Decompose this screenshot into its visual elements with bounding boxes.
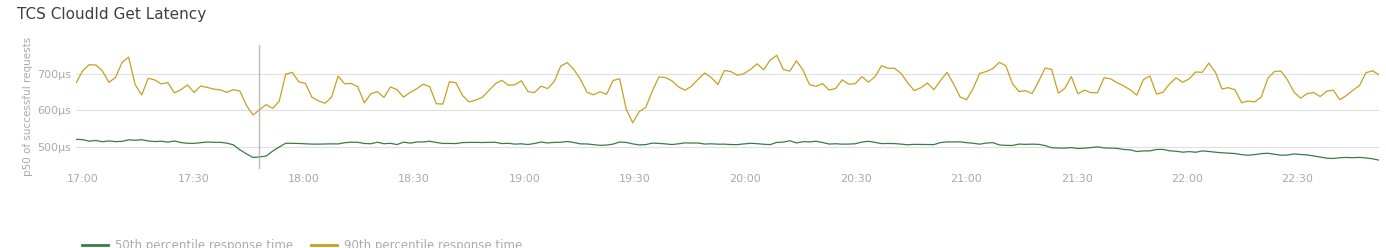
Text: TCS CloudId Get Latency: TCS CloudId Get Latency: [17, 7, 207, 22]
Y-axis label: p50 of successful requests: p50 of successful requests: [24, 37, 33, 176]
Legend: 50th percentile response time, 90th percentile response time: 50th percentile response time, 90th perc…: [82, 239, 523, 248]
